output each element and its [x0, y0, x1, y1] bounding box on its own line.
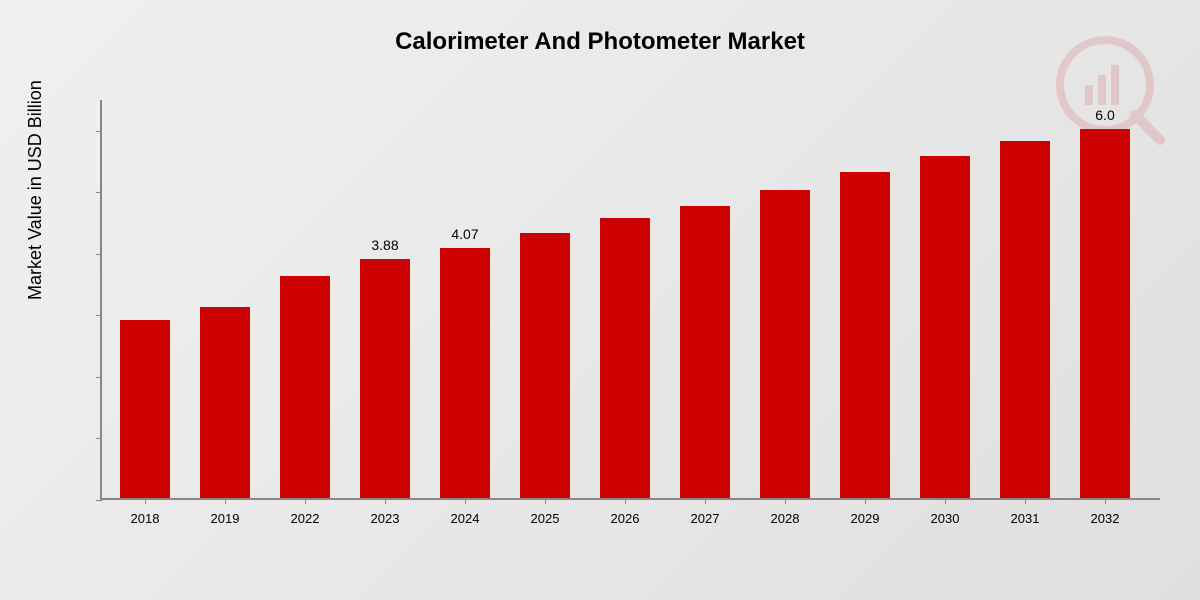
bar [760, 190, 810, 498]
x-axis-label: 2019 [211, 511, 240, 526]
bar [520, 233, 570, 498]
chart-container: 2018 2019 2022 2023 3.88 2024 4.07 2025 2026 2027… [100, 100, 1160, 540]
x-tick [865, 498, 866, 504]
y-tick [96, 438, 102, 439]
x-tick [945, 498, 946, 504]
y-axis-label: Market Value in USD Billion [25, 80, 46, 300]
x-tick [225, 498, 226, 504]
y-tick [96, 500, 102, 501]
bar [1080, 129, 1130, 498]
x-tick [465, 498, 466, 504]
bar-value-label: 3.88 [371, 237, 398, 253]
bar [600, 218, 650, 498]
x-axis-label: 2023 [371, 511, 400, 526]
y-tick [96, 315, 102, 316]
bar [680, 206, 730, 498]
x-tick [1105, 498, 1106, 504]
y-tick [96, 377, 102, 378]
x-axis-label: 2027 [691, 511, 720, 526]
x-axis-label: 2024 [451, 511, 480, 526]
chart-title: Calorimeter And Photometer Market [0, 0, 1200, 56]
bar [1000, 141, 1050, 498]
bar-value-label: 4.07 [451, 226, 478, 242]
x-tick [145, 498, 146, 504]
y-tick [96, 192, 102, 193]
bar [120, 320, 170, 498]
bar [200, 307, 250, 498]
x-axis-label: 2022 [291, 511, 320, 526]
x-tick [305, 498, 306, 504]
x-axis-label: 2028 [771, 511, 800, 526]
x-axis-label: 2031 [1011, 511, 1040, 526]
bar [840, 172, 890, 498]
x-tick [705, 498, 706, 504]
x-tick [545, 498, 546, 504]
x-axis-label: 2026 [611, 511, 640, 526]
bar [920, 156, 970, 498]
bar [360, 259, 410, 498]
x-tick [625, 498, 626, 504]
y-tick [96, 131, 102, 132]
x-axis-label: 2032 [1091, 511, 1120, 526]
x-tick [785, 498, 786, 504]
plot-area: 20182019202220233.8820244.07202520262027… [100, 100, 1160, 500]
x-tick [1025, 498, 1026, 504]
x-axis-label: 2030 [931, 511, 960, 526]
x-axis-label: 2025 [531, 511, 560, 526]
bar [440, 248, 490, 498]
bar-value-label: 6.0 [1095, 107, 1114, 123]
x-axis-label: 2029 [851, 511, 880, 526]
x-axis-label: 2018 [131, 511, 160, 526]
bar [280, 276, 330, 498]
y-tick [96, 254, 102, 255]
x-tick [385, 498, 386, 504]
